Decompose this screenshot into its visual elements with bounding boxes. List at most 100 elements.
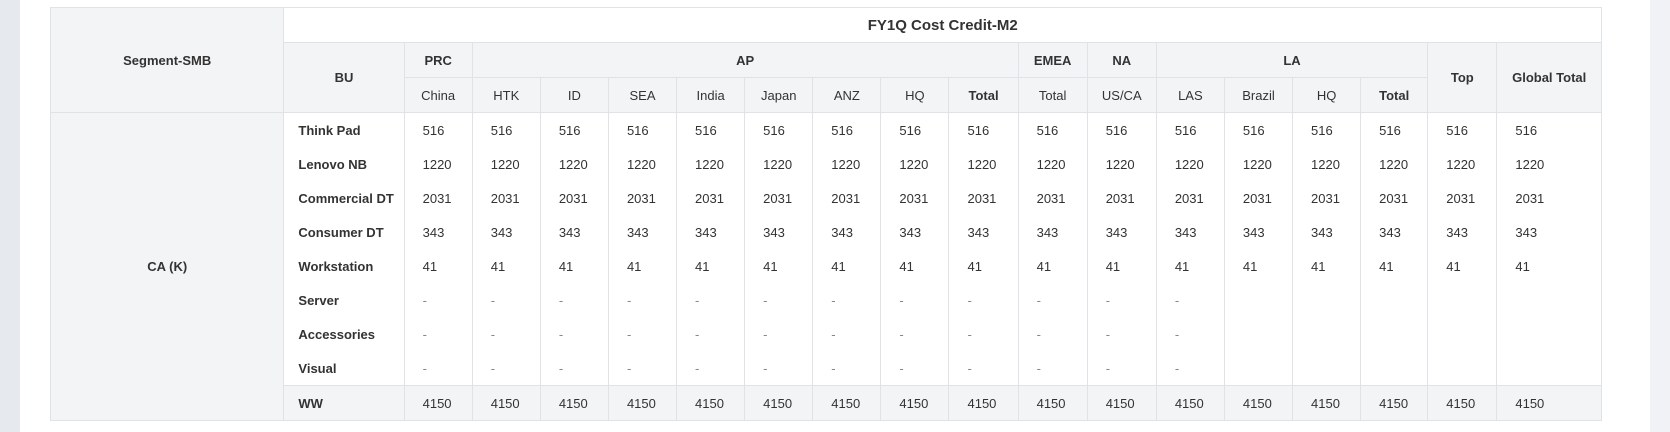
table-row: Lenovo NB 1220 1220 1220 1220 1220 1220 1220 122… [51,147,1602,181]
table-cell: 1220 [948,147,1019,181]
table-cell: 1220 [1223,147,1294,181]
table-cell: - [880,351,950,386]
table-cell: 343 [1155,215,1225,249]
left-gutter [0,0,20,432]
table-cell: 343 [1086,215,1157,249]
table-cell: 4150 [539,385,609,421]
table-cell: 343 [744,215,814,249]
table-cell: 41 [403,249,473,283]
col-las: LAS [1155,77,1225,113]
table-cell: - [812,351,882,386]
table-cell: - [607,283,678,317]
table-cell: 2031 [1223,181,1294,215]
table-cell: 2031 [403,181,473,215]
table-cell: 41 [744,249,814,283]
table-cell: 2031 [1496,181,1602,215]
region-la: LA [1155,42,1429,78]
table-cell: 1220 [812,147,882,181]
region-global-total: Global Total [1496,42,1602,113]
col-sea: SEA [607,77,678,113]
row-bu-label: Commercial DT [283,181,405,215]
table-cell: 4150 [1496,385,1602,421]
table-cell: - [676,351,746,386]
region-top: Top [1427,42,1498,113]
table-cell: 4150 [471,385,541,421]
table-cell: 4150 [676,385,746,421]
table-cell: - [607,351,678,386]
table-row: Visual - - - - - - - - - - - - [51,351,1602,386]
col-ap-hq: HQ [880,77,950,113]
bu-header: BU [283,42,405,113]
table-cell [1360,351,1429,386]
table-cell: 4150 [1155,385,1225,421]
table-cell: 4150 [607,385,678,421]
segment-value: CA (K) [49,112,285,421]
region-ap: AP [471,42,1019,78]
table-cell: 41 [1017,249,1088,283]
table-row: Server - - - - - - - - - - - - [51,283,1602,317]
table-cell: - [880,283,950,317]
table-cell: 2031 [607,181,678,215]
table-cell: 343 [607,215,678,249]
table-cell: 41 [1086,249,1157,283]
table-cell [1360,283,1429,317]
table-cell: 1220 [1360,147,1429,181]
row-bu-label: Lenovo NB [283,147,405,181]
table-cell: 1220 [744,147,814,181]
table-cell: - [1155,317,1225,351]
table-cell: 4150 [403,385,473,421]
table-cell: 4150 [1086,385,1157,421]
table-cell: 4150 [1017,385,1088,421]
table-cell: 343 [1496,215,1602,249]
table-cell: 343 [1223,215,1294,249]
table-cell: - [539,317,609,351]
table-cell: 41 [1360,249,1429,283]
table-cell: 516 [1427,112,1498,147]
table-cell: - [1017,317,1088,351]
table-cell: 343 [1292,215,1362,249]
col-emea-total: Total [1017,77,1088,113]
col-htk: HTK [471,77,541,113]
col-id: ID [539,77,609,113]
table-cell: 343 [403,215,473,249]
table-cell: 2031 [1086,181,1157,215]
table-cell: - [403,351,473,386]
table-cell: 2031 [1017,181,1088,215]
table-cell: 343 [948,215,1019,249]
table-cell: 516 [1017,112,1088,147]
table-cell: - [676,317,746,351]
table-cell: - [948,351,1019,386]
table-cell: 2031 [539,181,609,215]
table-cell: 2031 [676,181,746,215]
table-cell: 1220 [1292,147,1362,181]
table-cell: - [948,283,1019,317]
table-cell: 516 [403,112,473,147]
table-cell: 516 [948,112,1019,147]
table-cell: - [607,317,678,351]
table-cell: 2031 [1360,181,1429,215]
region-emea: EMEA [1017,42,1088,78]
table-cell: 516 [1360,112,1429,147]
table-cell [1292,317,1362,351]
table-cell: 516 [880,112,950,147]
col-india: India [676,77,746,113]
table-cell: - [1017,283,1088,317]
table-cell: 41 [676,249,746,283]
table-cell: 41 [1496,249,1602,283]
table-cell [1427,283,1498,317]
table-row: Workstation 41 41 41 41 41 41 41 41 41 41 41 41 41 41 4… [51,249,1602,283]
table-cell: 1220 [1086,147,1157,181]
table-cell: 1220 [403,147,473,181]
table-cell: 41 [607,249,678,283]
col-china: China [403,77,473,113]
table-cell: - [471,351,541,386]
table-cell: 516 [471,112,541,147]
table-cell: 1220 [539,147,609,181]
col-la-hq: HQ [1292,77,1362,113]
table-cell: 4150 [880,385,950,421]
table-cell: - [744,283,814,317]
table-cell: 41 [471,249,541,283]
table-cell: - [539,351,609,386]
table-cell: - [471,283,541,317]
table-cell: 1220 [1017,147,1088,181]
